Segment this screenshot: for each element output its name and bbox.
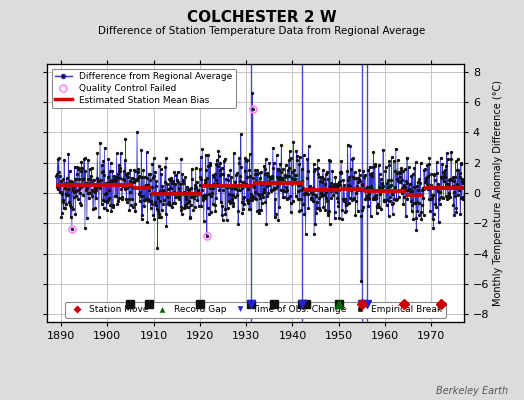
Text: Difference of Station Temperature Data from Regional Average: Difference of Station Temperature Data f… — [99, 26, 425, 36]
Text: COLCHESTER 2 W: COLCHESTER 2 W — [187, 10, 337, 25]
Text: Berkeley Earth: Berkeley Earth — [436, 386, 508, 396]
Legend: Station Move, Record Gap, Time of Obs. Change, Empirical Break: Station Move, Record Gap, Time of Obs. C… — [65, 302, 446, 318]
Y-axis label: Monthly Temperature Anomaly Difference (°C): Monthly Temperature Anomaly Difference (… — [494, 80, 504, 306]
